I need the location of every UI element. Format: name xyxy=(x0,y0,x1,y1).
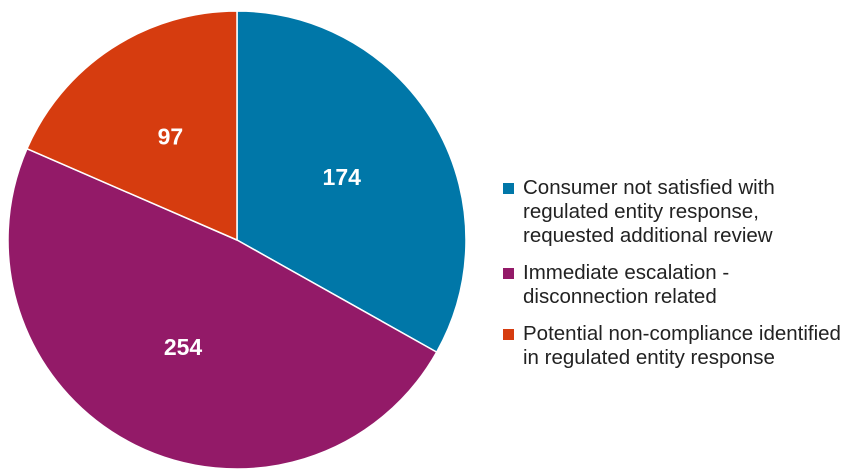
slice-label: 174 xyxy=(323,164,362,190)
legend-item: Consumer not satisfied with regulated en… xyxy=(503,176,843,248)
slice-label: 97 xyxy=(158,124,184,150)
legend-swatch xyxy=(503,268,514,279)
pie-slice xyxy=(236,10,467,354)
legend-swatch xyxy=(503,329,514,340)
legend-swatch xyxy=(503,183,514,194)
legend-label: Immediate escalation - disconnection rel… xyxy=(523,261,730,308)
pie-slice xyxy=(25,10,238,242)
legend-label: Potential non-compliance identified in r… xyxy=(523,322,841,369)
pie-slice xyxy=(7,147,438,469)
slice-label: 254 xyxy=(164,334,203,360)
legend: Consumer not satisfied with regulated en… xyxy=(503,176,843,383)
legend-item: Immediate escalation - disconnection rel… xyxy=(503,261,843,309)
legend-label: Consumer not satisfied with regulated en… xyxy=(523,176,775,247)
legend-item: Potential non-compliance identified in r… xyxy=(503,322,843,370)
